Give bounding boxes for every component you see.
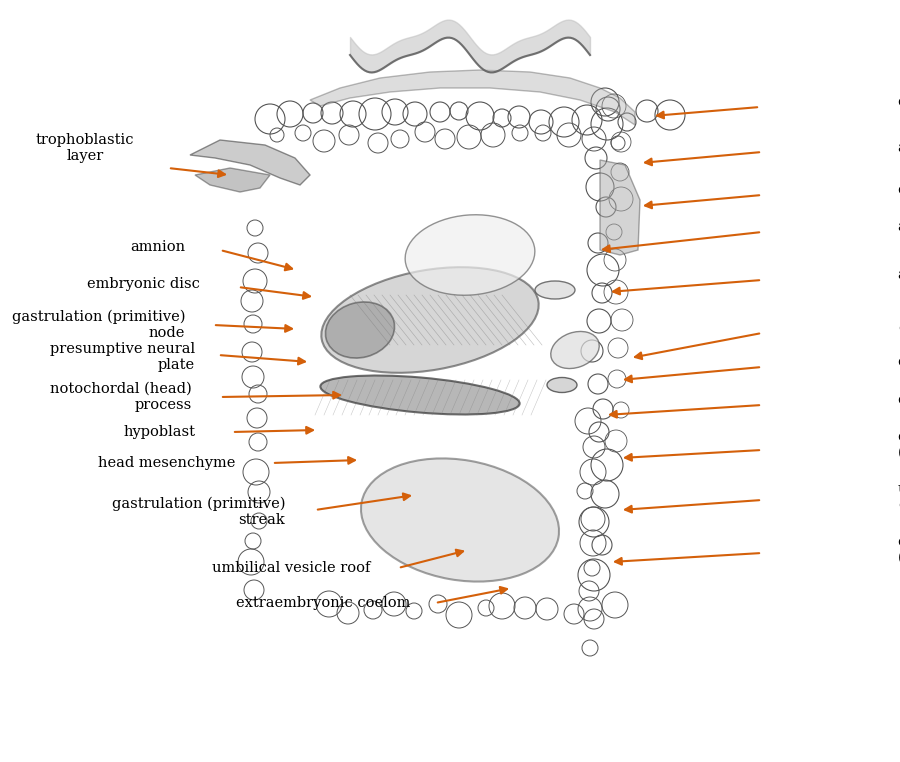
Polygon shape (190, 140, 310, 185)
Text: extraembryonic coelom: extraembryonic coelom (236, 596, 410, 610)
Text: head mesenchyme: head mesenchyme (97, 456, 235, 470)
Text: amniotic duct: amniotic duct (898, 141, 900, 155)
Text: amnion: amnion (130, 240, 185, 254)
Ellipse shape (551, 331, 599, 369)
Ellipse shape (326, 302, 394, 358)
Polygon shape (600, 160, 640, 255)
Text: hypoblast: hypoblast (123, 425, 195, 439)
Text: allantoic diverticulum: allantoic diverticulum (898, 268, 900, 282)
Text: gastrulation (primitive)
node: gastrulation (primitive) node (12, 309, 185, 341)
Ellipse shape (320, 376, 519, 415)
Ellipse shape (547, 377, 577, 392)
Text: extraembryonic endoderm
(exocoelomic membrane): extraembryonic endoderm (exocoelomic mem… (898, 535, 900, 565)
Text: connecting stalk: connecting stalk (898, 183, 900, 197)
Text: chorionic plate: chorionic plate (898, 95, 900, 109)
Ellipse shape (405, 215, 535, 295)
Text: amniotic cavity: amniotic cavity (898, 220, 900, 234)
Text: trophoblastic
layer: trophoblastic layer (36, 133, 134, 163)
Polygon shape (195, 168, 270, 192)
Ellipse shape (535, 281, 575, 299)
Ellipse shape (321, 267, 539, 373)
Polygon shape (310, 70, 635, 125)
Text: embryonic endoderm: embryonic endoderm (898, 393, 900, 407)
Text: embryonic disc: embryonic disc (87, 277, 200, 291)
Text: epiblast: epiblast (898, 321, 900, 335)
Text: umbilical vesicle roof: umbilical vesicle roof (212, 561, 370, 575)
Text: cloacal membrane: cloacal membrane (898, 355, 900, 369)
Text: gastrulation (primitive)
streak: gastrulation (primitive) streak (112, 497, 285, 527)
Text: notochordal (head)
process: notochordal (head) process (50, 382, 192, 412)
Text: extraembryonic mesoblast
(mesenchyme): extraembryonic mesoblast (mesenchyme) (898, 430, 900, 460)
Ellipse shape (361, 459, 559, 581)
Text: presumptive neural
plate: presumptive neural plate (50, 342, 195, 372)
Text: umbilical vesicle (yolk sac)
cavity: umbilical vesicle (yolk sac) cavity (898, 482, 900, 512)
